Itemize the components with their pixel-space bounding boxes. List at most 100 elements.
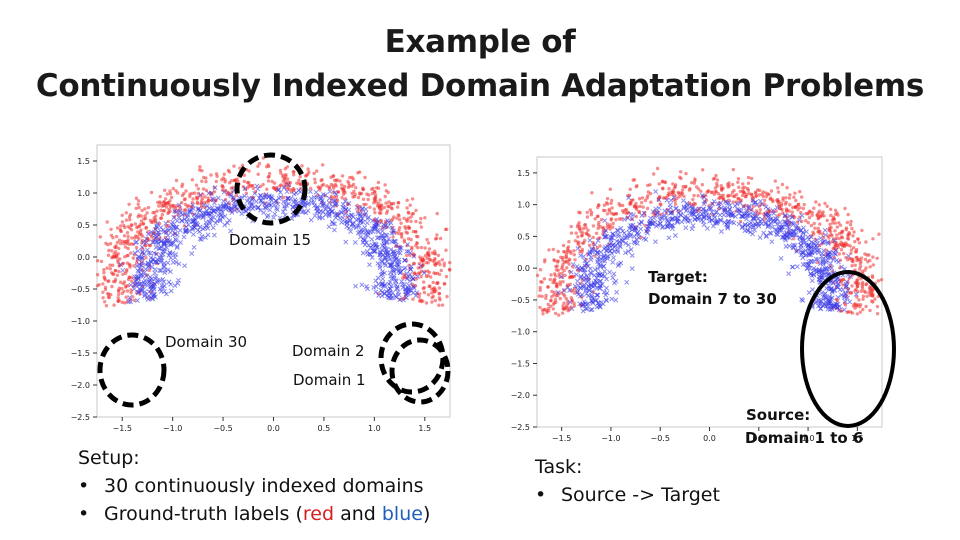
blue-point [191,212,197,218]
blue-point [641,235,647,241]
red-point [561,304,565,308]
x-tick-label: −0.5 [213,424,232,433]
blue-point [555,290,561,295]
blue-point [331,227,337,233]
blue-point [281,199,286,205]
red-point [319,178,323,183]
blue-point [165,238,171,243]
red-point [367,193,371,197]
red-point [376,186,381,190]
blue-point [579,292,585,298]
blue-point [826,265,832,271]
red-point [645,206,650,211]
red-point [425,237,429,242]
blue-point [343,239,349,245]
blue-point [624,233,630,239]
y-tick-label: 1.5 [517,169,530,178]
blue-point [211,200,217,206]
blue-point [379,280,385,286]
blue-point [176,261,182,267]
blue-point [834,276,840,282]
red-point [143,207,147,211]
blue-point [190,202,196,208]
left-plot-points [95,156,452,308]
blue-point [590,296,596,301]
red-point [779,203,784,208]
red-point [830,233,834,238]
blue-point [139,244,145,250]
x-tick-label: 0.0 [703,434,716,443]
red-point [706,189,711,193]
blue-point [228,191,234,197]
red-point [646,194,650,198]
red-point [109,227,113,231]
red-point [423,253,428,258]
y-tick-label: −1.0 [71,317,90,326]
blue-point [610,259,616,265]
blue-point [561,288,567,294]
blue-point [752,215,758,221]
blue-point [825,241,831,246]
blue-point [631,226,637,232]
blue-point [242,186,248,191]
red-point [105,266,109,270]
blue-point [724,200,730,206]
red-point [438,262,442,267]
red-point [538,288,542,292]
red-point [108,263,112,267]
red-point [776,197,780,202]
red-point [407,263,411,267]
blue-point [348,229,354,235]
red-point [721,186,725,190]
red-point [118,227,123,232]
blue-point [653,206,659,212]
red-point [879,278,884,282]
blue-point [792,243,798,248]
blue-point [794,264,800,270]
blue-point [195,222,201,228]
source-label-line-2: Domain 1 to 6 [745,429,864,447]
blue-point [581,284,587,290]
red-point [445,227,449,231]
blue-point [370,229,376,235]
red-point [560,265,564,269]
red-point [571,265,575,269]
red-point [338,179,342,183]
blue-point [827,253,833,259]
blue-point [218,211,224,217]
blue-point [711,212,717,218]
red-point [430,300,434,304]
red-point [193,191,197,195]
blue-point [837,287,843,293]
blue-point [323,192,328,198]
red-point [610,198,614,203]
red-point [372,207,376,211]
blue-point [190,206,196,212]
blue-point [182,263,188,269]
red-point [404,218,409,222]
red-point [383,183,387,187]
red-point [868,265,872,269]
blue-point [268,196,274,202]
blue-point [665,222,671,228]
blue-point [221,198,227,204]
blue-point [221,189,227,195]
blue-point [844,279,850,285]
red-point [663,180,668,185]
red-point [400,231,404,236]
red-point [577,224,582,228]
blue-point [735,207,740,212]
red-point [141,222,146,226]
red-point [144,226,148,230]
red-point [646,190,650,194]
red-point [95,259,100,263]
blue-point [326,213,332,219]
blue-point [150,239,156,245]
red-point [746,181,751,185]
red-point [102,271,106,275]
red-point [558,280,562,284]
red-point [837,221,841,225]
red-point [838,223,843,227]
red-point [787,196,792,200]
red-point [713,186,718,190]
